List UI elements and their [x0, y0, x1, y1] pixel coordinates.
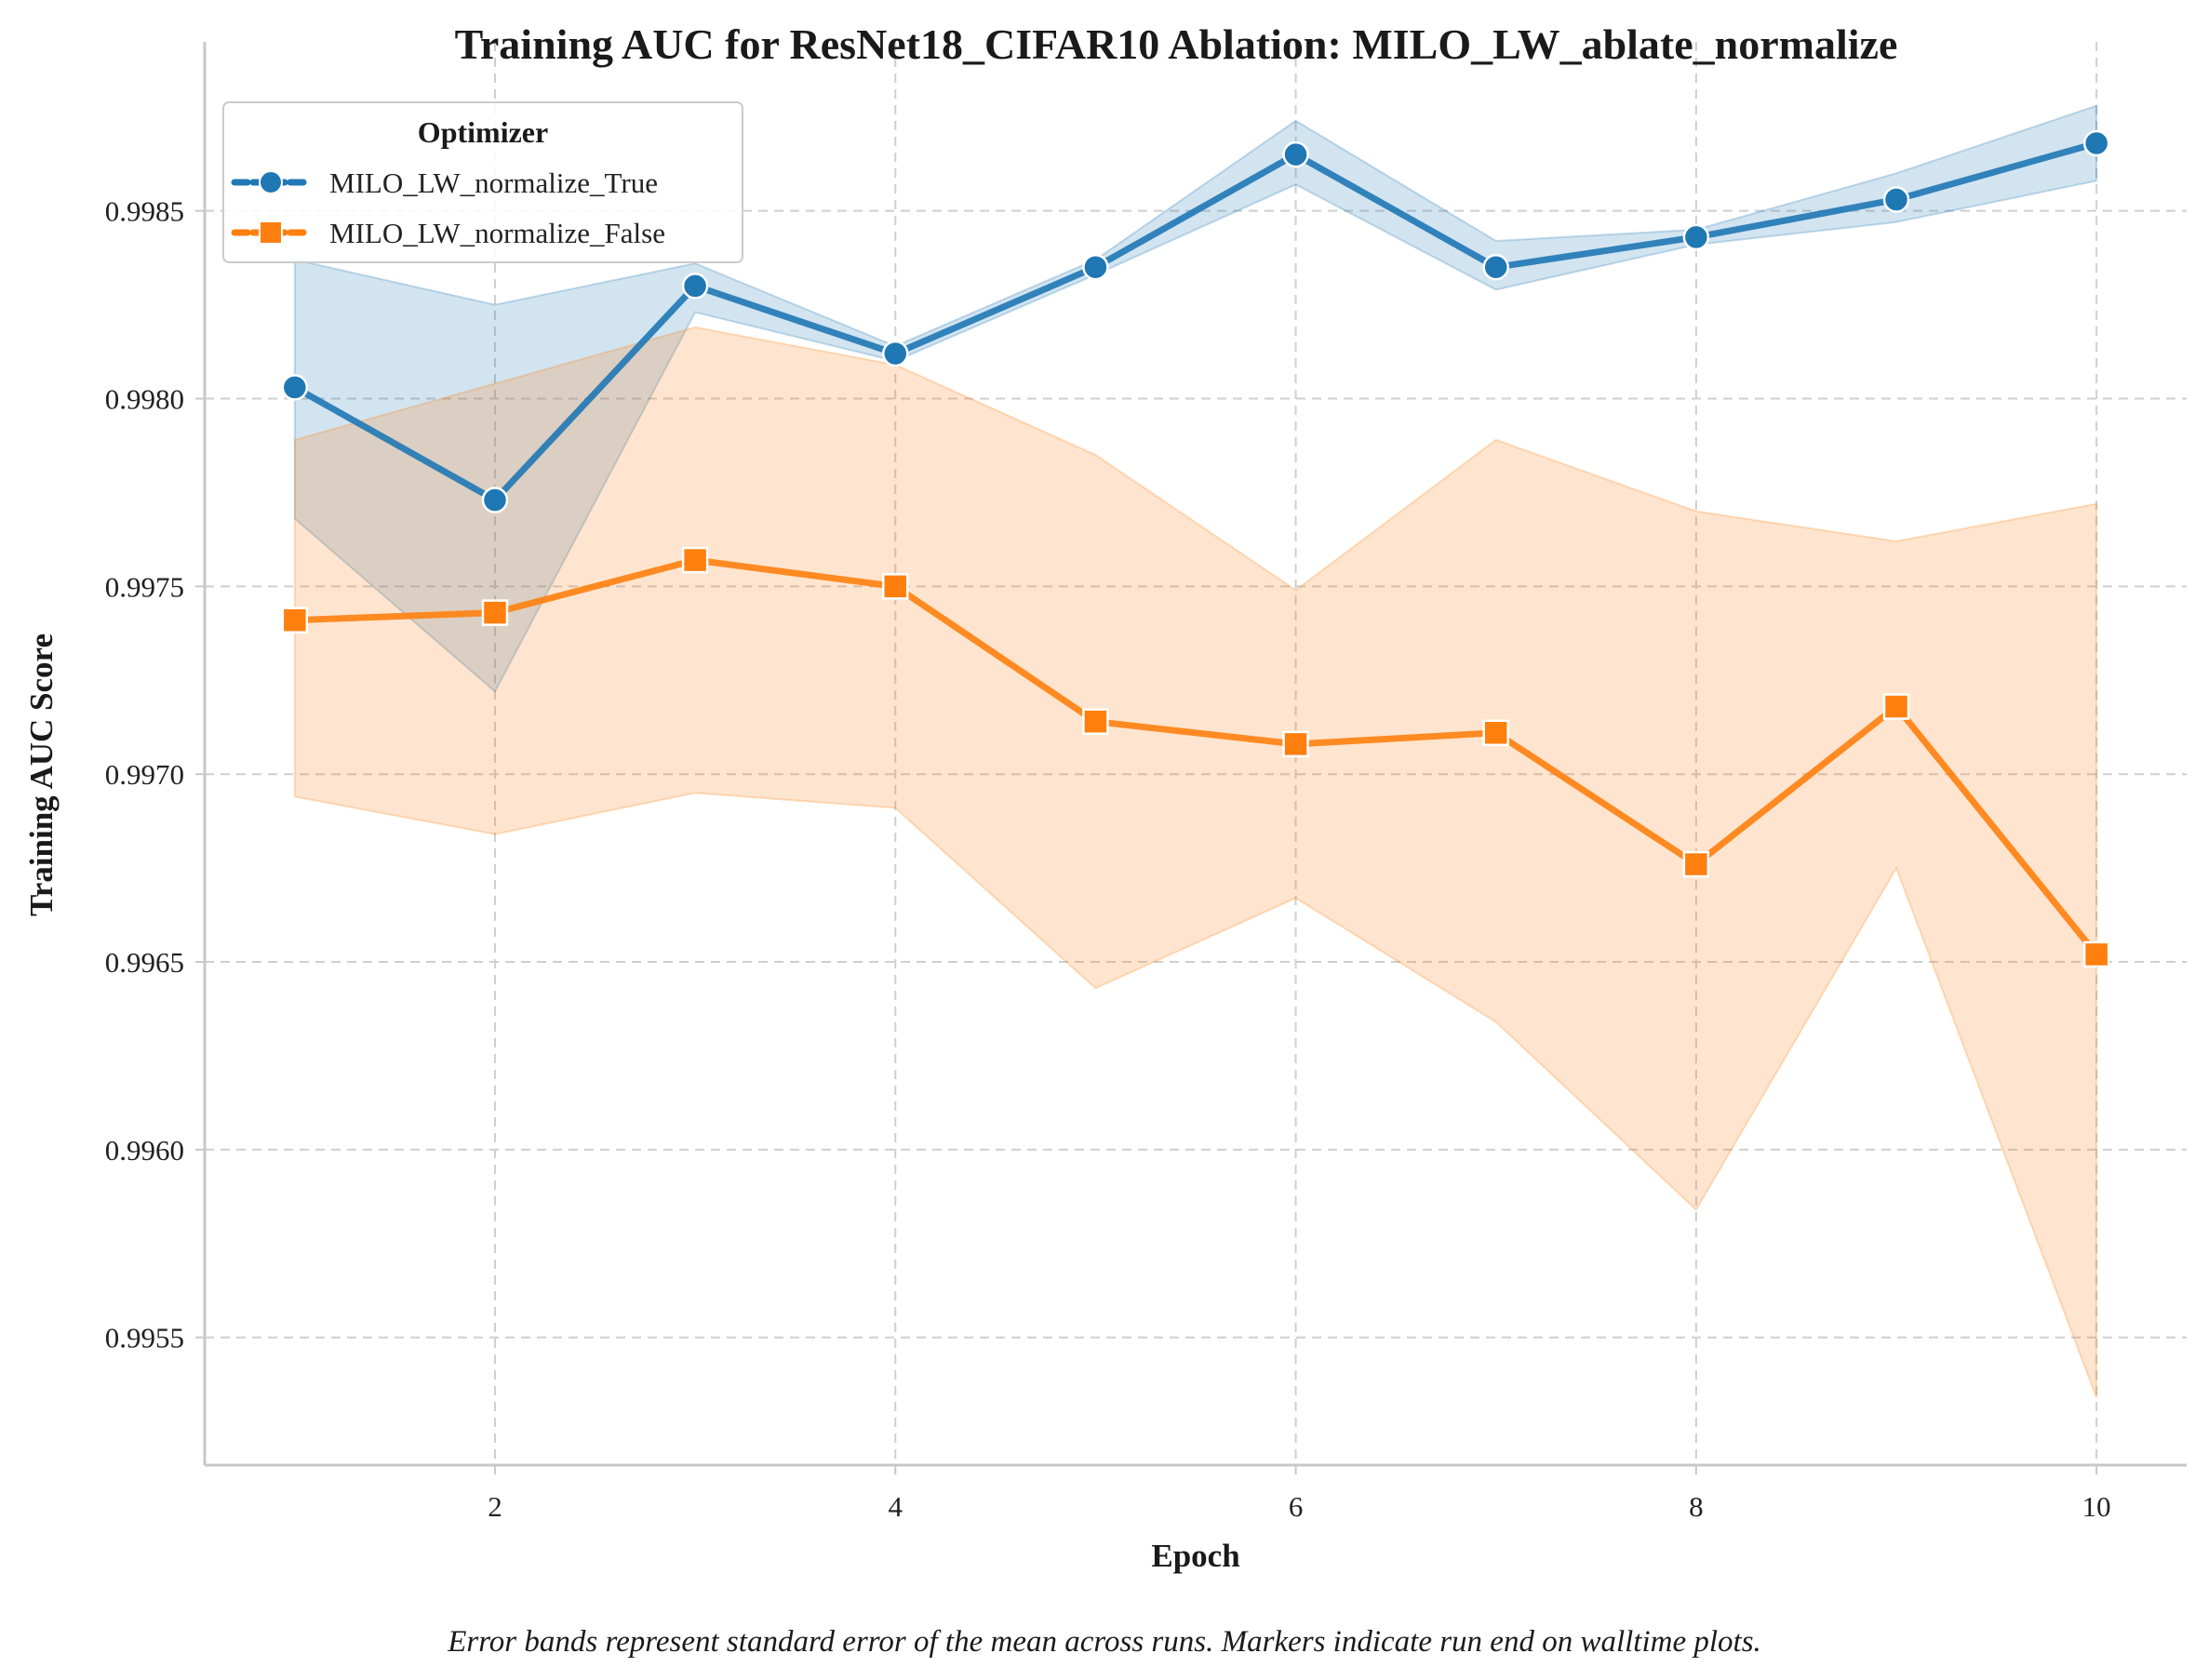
- legend-marker: [259, 220, 283, 245]
- data-point: [1682, 850, 1710, 878]
- data-point: [281, 607, 309, 633]
- data-point: [1882, 693, 1910, 720]
- data-point: [481, 599, 509, 626]
- series-markers: [281, 129, 2110, 968]
- y-tick-label: 0.9955: [105, 1322, 184, 1354]
- error-band: [293, 326, 2098, 1398]
- data-point: [1482, 719, 1509, 747]
- y-tick-label: 0.9965: [105, 946, 184, 979]
- grid: [205, 42, 2187, 1465]
- legend-label: MILO_LW_normalize_False: [329, 217, 665, 249]
- tick-labels: 2 4 6 8 10 0.9955 0.9960 0.9965 0.9970 0.9975 0.99…: [105, 195, 2111, 1523]
- data-point: [481, 487, 509, 513]
- x-tick-label: 4: [889, 1490, 903, 1523]
- data-point: [681, 546, 709, 574]
- legend: Optimizer MILO_LW_normalize_TrueMILO_LW_…: [222, 101, 743, 263]
- x-tick-label: 8: [1689, 1490, 1704, 1523]
- y-axis-label: Training AUC Score: [23, 633, 60, 916]
- data-point: [281, 374, 309, 401]
- data-point: [1282, 730, 1309, 758]
- y-tick-label: 0.9985: [105, 195, 184, 228]
- legend-label: MILO_LW_normalize_True: [329, 167, 658, 199]
- error-bands: [293, 104, 2098, 1398]
- chart-caption: Error bands represent standard error of …: [447, 1625, 1761, 1659]
- y-tick-label: 0.9980: [105, 383, 184, 416]
- series-line: [291, 140, 2100, 504]
- data-point: [1682, 223, 1710, 251]
- data-point: [1282, 140, 1309, 168]
- legend-title: Optimizer: [418, 115, 548, 149]
- x-tick-label: 2: [488, 1490, 502, 1523]
- data-point: [882, 573, 909, 600]
- series-line: [291, 556, 2100, 958]
- x-tick-label: 10: [2082, 1490, 2111, 1523]
- legend-marker: [259, 170, 283, 194]
- y-tick-label: 0.9960: [105, 1134, 184, 1167]
- data-point: [1082, 253, 1109, 281]
- y-tick-label: 0.9970: [105, 758, 184, 791]
- y-tick-label: 0.9975: [105, 570, 184, 603]
- axes: [195, 42, 2187, 1474]
- legend-entries: MILO_LW_normalize_True MILO_LW_normalize_…: [231, 167, 665, 249]
- legend-box: [222, 101, 743, 263]
- data-point: [2082, 129, 2110, 157]
- data-point: [681, 273, 709, 300]
- data-point: [1082, 708, 1109, 735]
- data-point: [1482, 253, 1509, 281]
- x-axis-label: Epoch: [1151, 1538, 1239, 1574]
- x-tick-label: 6: [1289, 1490, 1304, 1523]
- data-point: [1882, 186, 1910, 213]
- data-point: [882, 340, 909, 367]
- error-band: [293, 104, 2098, 693]
- data-point: [2082, 940, 2110, 968]
- series-lines: [291, 140, 2100, 958]
- chart-title: Training AUC for ResNet18_CIFAR10 Ablati…: [455, 20, 1898, 68]
